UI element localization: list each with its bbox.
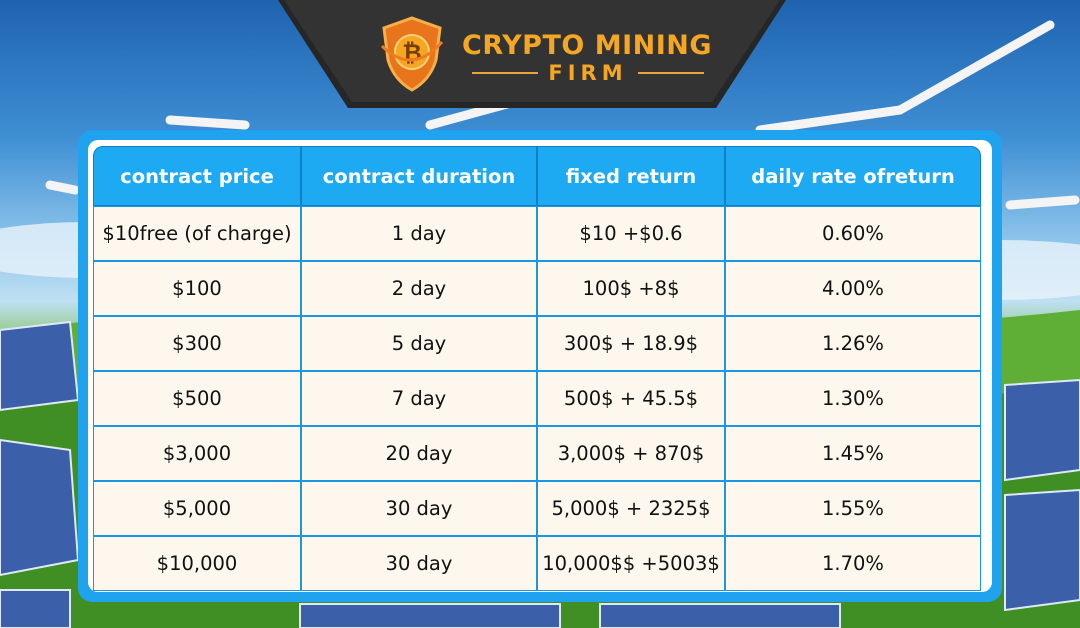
divider: [472, 72, 539, 74]
table-row: $10,000 30 day 10,000$$ +5003$ 1.70%: [93, 536, 981, 591]
cell-duration: 2 day: [301, 261, 537, 316]
cell-price: $3,000: [93, 426, 301, 481]
table-row: $5,000 30 day 5,000$ + 2325$ 1.55%: [93, 481, 981, 536]
cell-duration: 5 day: [301, 316, 537, 371]
cell-return: 300$ + 18.9$: [537, 316, 725, 371]
svg-text:₿: ₿: [402, 39, 422, 67]
cell-rate: 1.45%: [725, 426, 981, 481]
cell-price: $100: [93, 261, 301, 316]
contract-table: contract price contract duration fixed r…: [93, 146, 981, 591]
cell-price: $5,000: [93, 481, 301, 536]
cell-rate: 1.55%: [725, 481, 981, 536]
cell-rate: 1.70%: [725, 536, 981, 591]
cell-return: $10 +$0.6: [537, 206, 725, 261]
cell-price: $500: [93, 371, 301, 426]
cell-return: 500$ + 45.5$: [537, 371, 725, 426]
cell-return: 5,000$ + 2325$: [537, 481, 725, 536]
cell-duration: 1 day: [301, 206, 537, 261]
header-contract-price: contract price: [93, 146, 301, 206]
table-row: $10free (of charge) 1 day $10 +$0.6 0.60…: [93, 206, 981, 261]
table-row: $3,000 20 day 3,000$ + 870$ 1.45%: [93, 426, 981, 481]
header-fixed-return: fixed return: [537, 146, 725, 206]
cell-duration: 30 day: [301, 536, 537, 591]
brand-title: CRYPTO MINING: [462, 30, 713, 61]
cell-duration: 30 day: [301, 481, 537, 536]
table-header-row: contract price contract duration fixed r…: [93, 146, 981, 206]
cell-return: 10,000$$ +5003$: [537, 536, 725, 591]
table-row: $100 2 day 100$ +8$ 4.00%: [93, 261, 981, 316]
table-row: $500 7 day 500$ + 45.5$ 1.30%: [93, 371, 981, 426]
bitcoin-shield-icon: ₿: [380, 16, 444, 92]
cell-price: $10,000: [93, 536, 301, 591]
cell-duration: 7 day: [301, 371, 537, 426]
cell-duration: 20 day: [301, 426, 537, 481]
header-contract-duration: contract duration: [301, 146, 537, 206]
cell-rate: 4.00%: [725, 261, 981, 316]
cell-price: $300: [93, 316, 301, 371]
cell-rate: 0.60%: [725, 206, 981, 261]
brand-subtitle-row: FIRM: [462, 60, 714, 86]
header-daily-rate: daily rate ofreturn: [725, 146, 981, 206]
cell-rate: 1.30%: [725, 371, 981, 426]
table-row: $300 5 day 300$ + 18.9$ 1.26%: [93, 316, 981, 371]
cell-rate: 1.26%: [725, 316, 981, 371]
cell-return: 3,000$ + 870$: [537, 426, 725, 481]
brand-subtitle: FIRM: [548, 61, 628, 85]
divider: [637, 72, 705, 74]
cell-price: $10free (of charge): [93, 206, 301, 261]
cell-return: 100$ +8$: [537, 261, 725, 316]
solar-panel-icon: [0, 320, 80, 628]
